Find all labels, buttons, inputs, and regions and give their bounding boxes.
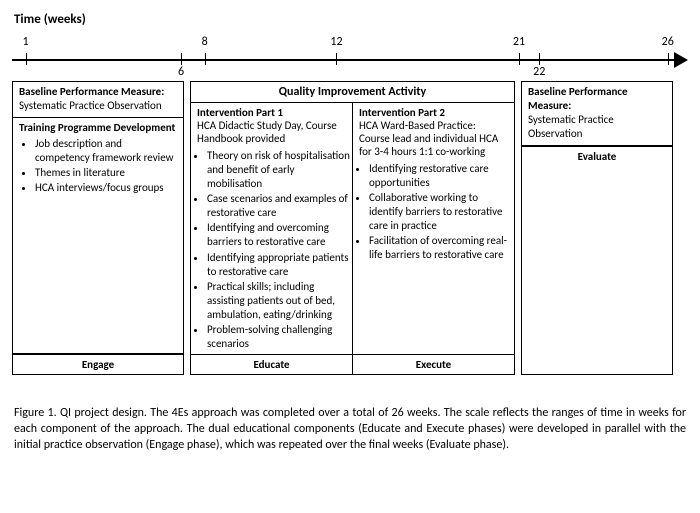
list-item: Case scenarios and examples of restorati…	[207, 192, 352, 220]
list-item: Themes in literature	[35, 166, 177, 180]
part2-desc: HCA Ward-Based Practice: Course lead and…	[353, 119, 514, 160]
timeline-tick	[181, 53, 182, 65]
list-item: Identifying and overcoming barriers to r…	[207, 221, 352, 249]
part2-bullets: Identifying restorative care opportuniti…	[369, 162, 514, 352]
intervention-part2: Intervention Part 2 HCA Ward-Based Pract…	[353, 103, 514, 374]
timeline-tick	[519, 53, 520, 65]
baseline-box-left: Baseline Performance Measure: Systematic…	[13, 82, 183, 118]
evaluate-column: Baseline Performance Measure: Systematic…	[521, 81, 673, 375]
engage-column: Baseline Performance Measure: Systematic…	[12, 81, 184, 375]
qi-activity-column: Quality Improvement Activity Interventio…	[190, 81, 515, 375]
training-bullets: Job description and competency framework…	[35, 137, 177, 195]
tick-label: 12	[330, 35, 342, 49]
training-header: Training Programme Development	[19, 121, 177, 135]
timeline-arrowhead-icon	[674, 52, 688, 68]
list-item: Job description and competency framework…	[35, 137, 177, 165]
tick-label: 1	[22, 35, 28, 49]
baseline-text-left: Systematic Practice Observation	[19, 99, 177, 113]
qi-body: Intervention Part 1 HCA Didactic Study D…	[191, 103, 514, 374]
baseline-text-right: Systematic Practice Observation	[528, 113, 666, 141]
tick-label: 6	[178, 65, 184, 79]
part1-title: Intervention Part 1	[191, 103, 352, 119]
tick-label: 26	[662, 35, 674, 49]
timeline-tick	[668, 53, 669, 65]
timeline: Time (weeks) 16812212226	[12, 12, 688, 73]
phase-evaluate: Evaluate	[522, 146, 672, 166]
list-item: Theory on risk of hospitalisation and be…	[207, 149, 352, 191]
figure-caption: Figure 1. QI project design. The 4Es app…	[12, 405, 688, 454]
training-dev-box: Training Programme Development Job descr…	[13, 118, 183, 354]
baseline-header-left: Baseline Performance Measure:	[19, 85, 177, 99]
baseline-box-right: Baseline Performance Measure: Systematic…	[522, 82, 672, 146]
list-item: Facilitation of overcoming real-life bar…	[369, 234, 514, 262]
tick-label: 21	[513, 35, 525, 49]
list-item: Practical skills; including assisting pa…	[207, 280, 352, 322]
timeline-axis	[12, 59, 676, 61]
phase-educate: Educate	[191, 354, 352, 374]
list-item: Identifying restorative care opportuniti…	[369, 162, 514, 190]
list-item: HCA interviews/focus groups	[35, 181, 177, 195]
list-item: Problem-solving challenging scenarios	[207, 323, 352, 351]
tick-label: 8	[202, 35, 208, 49]
timeline-tick	[205, 53, 206, 65]
part1-bullets: Theory on risk of hospitalisation and be…	[207, 149, 352, 352]
baseline-header-right: Baseline Performance Measure:	[528, 85, 666, 113]
timeline-tick	[336, 53, 337, 65]
part2-title: Intervention Part 2	[353, 103, 514, 119]
list-item: Identifying appropriate patients to rest…	[207, 251, 352, 279]
list-item: Collaborative working to identify barrie…	[369, 191, 514, 233]
timeline-axis-area: 16812212226	[12, 29, 688, 73]
intervention-part1: Intervention Part 1 HCA Didactic Study D…	[191, 103, 353, 374]
diagram-columns: Baseline Performance Measure: Systematic…	[12, 81, 688, 375]
qi-header: Quality Improvement Activity	[191, 82, 514, 103]
phase-engage: Engage	[13, 354, 183, 374]
phase-execute: Execute	[353, 354, 514, 374]
timeline-label: Time (weeks)	[14, 12, 688, 27]
part1-desc: HCA Didactic Study Day, Course Handbook …	[191, 119, 352, 147]
timeline-tick	[539, 53, 540, 65]
tick-label: 22	[533, 65, 545, 79]
timeline-tick	[26, 53, 27, 65]
